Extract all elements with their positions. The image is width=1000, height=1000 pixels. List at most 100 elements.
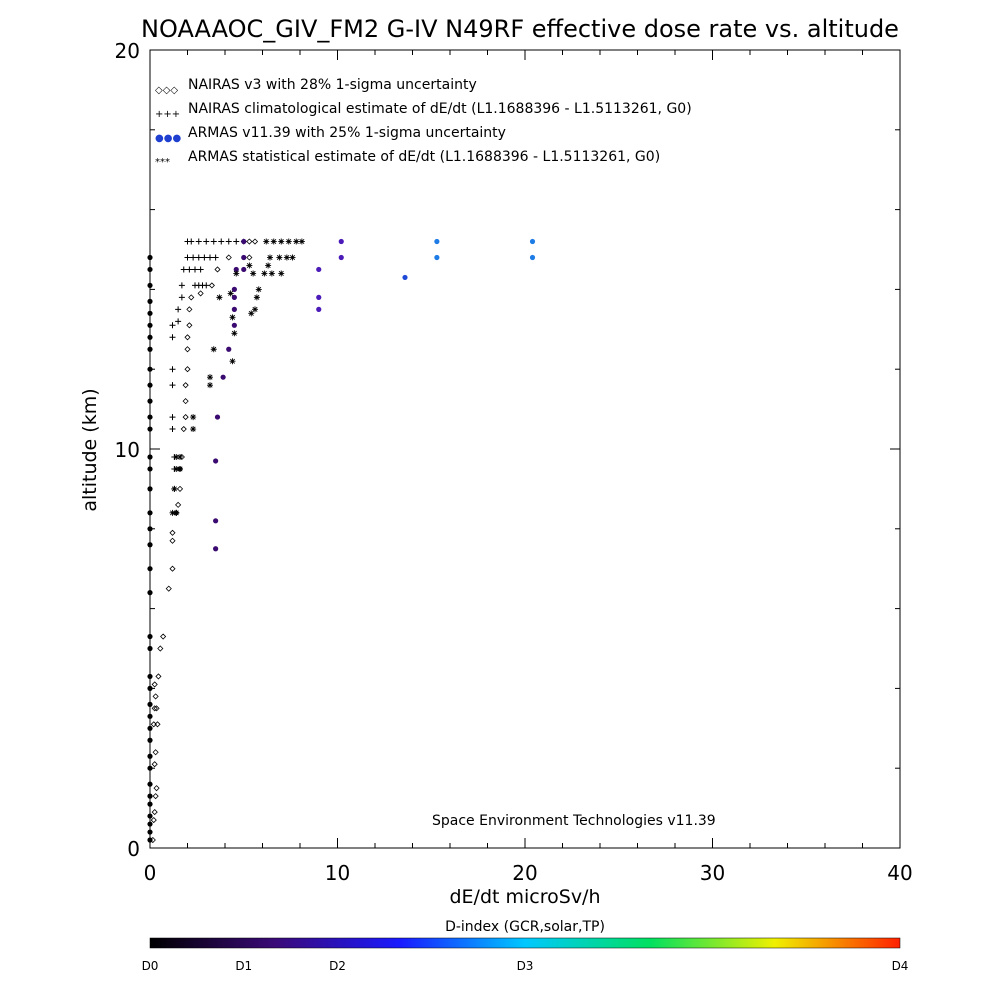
armas-point — [214, 414, 221, 420]
armas-point — [220, 374, 226, 380]
armas-point — [147, 813, 153, 819]
armas-point — [147, 398, 153, 404]
armas-point — [402, 274, 408, 281]
colorbar-title: D-index (GCR,solar,TP) — [445, 919, 605, 935]
nairas-v3-point — [184, 366, 191, 373]
armas-stat-point — [233, 270, 240, 277]
armas-point — [147, 673, 153, 680]
nairas-clim-point — [180, 266, 187, 273]
legend-label: ARMAS v11.39 with 25% 1-sigma uncertaint… — [188, 125, 506, 141]
nairas-v3-point — [152, 749, 159, 756]
legend-symbol: *** — [155, 157, 170, 168]
nairas-clim-point — [218, 238, 225, 245]
armas-stat-point — [173, 509, 180, 516]
armas-stat-point — [210, 346, 217, 353]
armas-point — [147, 366, 153, 372]
armas-point — [147, 266, 153, 273]
armas-point — [147, 837, 153, 843]
nairas-clim-point — [203, 238, 210, 245]
nairas-clim-point — [169, 366, 176, 373]
nairas-clim-point — [184, 238, 191, 245]
armas-point — [231, 286, 237, 292]
armas-stat-point — [267, 254, 273, 261]
armas-point — [316, 306, 322, 312]
legend-symbol: ◇◇◇ — [155, 85, 178, 96]
armas-point — [147, 454, 153, 460]
nairas-clim-point — [169, 382, 176, 389]
armas-point — [213, 518, 219, 524]
armas-point — [434, 238, 440, 245]
armas-point — [147, 254, 153, 261]
armas-stat-point — [253, 294, 260, 301]
armas-point — [147, 701, 153, 707]
armas-stat-point — [278, 270, 285, 277]
armas-stat-point — [263, 238, 270, 245]
armas-point — [231, 306, 237, 312]
armas-stat-point — [216, 294, 223, 301]
armas-point — [147, 426, 153, 432]
armas-point — [147, 466, 153, 472]
nairas-v3-point — [157, 645, 164, 652]
armas-point — [147, 645, 153, 652]
y-axis-label: altitude (km) — [79, 388, 101, 511]
armas-stat-point — [276, 254, 283, 261]
nairas-v3-point — [154, 721, 161, 728]
y-tick-label: 0 — [127, 837, 140, 861]
nairas-v3-point — [160, 633, 167, 640]
armas-stat-point — [177, 465, 183, 472]
armas-stat-point — [171, 485, 178, 492]
nairas-clim-point — [192, 266, 198, 273]
nairas-v3-point — [182, 398, 189, 405]
armas-stat-point — [177, 453, 183, 460]
nairas-v3-point — [208, 282, 215, 289]
colorbar-label: D0 — [142, 959, 159, 973]
series-asterisk — [169, 238, 305, 516]
armas-stat-point — [169, 509, 176, 516]
armas-point — [147, 753, 153, 759]
x-tick-label: 20 — [512, 861, 537, 885]
armas-point — [147, 346, 153, 352]
nairas-v3-point — [175, 501, 182, 508]
nairas-v3-point — [188, 294, 195, 301]
armas-point — [231, 294, 237, 300]
armas-stat-point — [229, 314, 236, 321]
armas-point — [529, 238, 536, 245]
nairas-clim-point — [186, 266, 193, 273]
nairas-clim-point — [195, 254, 202, 261]
x-axis-label: dE/dt microSv/h — [449, 886, 600, 908]
legend: ◇◇◇ NAIRAS v3 with 28% 1-sigma uncertaint… — [155, 77, 692, 168]
nairas-v3-point — [151, 809, 158, 816]
armas-point — [434, 254, 440, 261]
armas-stat-point — [173, 453, 180, 460]
nairas-clim-point — [197, 266, 204, 273]
colorbar-label: D4 — [892, 959, 909, 973]
armas-stat-point — [190, 426, 197, 433]
nairas-v3-point — [155, 673, 162, 680]
armas-point — [147, 414, 153, 420]
armas-point — [241, 266, 247, 273]
x-tick-label: 10 — [325, 861, 350, 885]
x-tick-label: 0 — [144, 861, 157, 885]
nairas-clim-point — [225, 238, 232, 245]
colorbar — [149, 937, 901, 949]
armas-point — [147, 322, 153, 328]
nairas-v3-point — [152, 693, 159, 700]
armas-point — [147, 310, 153, 316]
armas-stat-point — [190, 414, 197, 421]
nairas-clim-point — [190, 254, 197, 261]
armas-stat-point — [285, 238, 292, 245]
nairas-v3-point — [169, 529, 176, 536]
nairas-v3-point — [150, 817, 157, 824]
series-dot — [147, 238, 536, 843]
nairas-v3-point — [169, 537, 176, 544]
nairas-v3-point — [251, 238, 259, 245]
nairas-clim-point — [203, 282, 210, 289]
nairas-v3-point — [214, 266, 221, 273]
series-diamond — [149, 238, 259, 844]
armas-point — [147, 765, 153, 771]
nairas-v3-point — [151, 681, 158, 688]
nairas-v3-point — [186, 322, 193, 329]
nairas-v3-point — [153, 785, 160, 792]
armas-stat-point — [255, 286, 262, 293]
